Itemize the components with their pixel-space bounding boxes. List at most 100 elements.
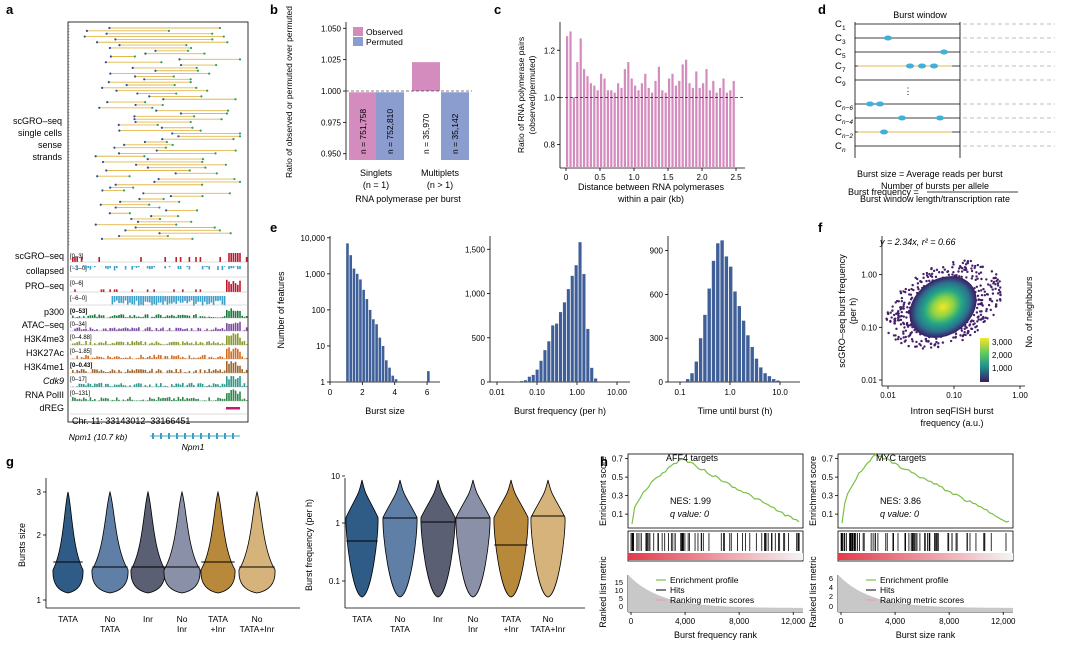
ratio-bar	[627, 62, 630, 168]
signal-bar	[155, 327, 158, 331]
signal-bar	[85, 340, 87, 345]
read-start	[105, 169, 108, 172]
signal-bar	[146, 289, 149, 292]
read-end	[201, 158, 205, 161]
signal-bar	[138, 327, 140, 331]
panel-label-d: d	[818, 2, 826, 17]
read-start	[148, 95, 151, 98]
signal-bar	[140, 369, 142, 373]
y-axis-label: Ratio of RNA polymerase pairs	[516, 37, 526, 153]
read-end	[132, 186, 135, 189]
read-end	[161, 103, 164, 107]
signal-bar	[149, 327, 151, 331]
signal-bar	[219, 343, 221, 345]
signal-bar	[219, 398, 221, 401]
signal-bar	[155, 356, 158, 359]
signal-bar	[168, 315, 171, 318]
gsea-legend: Enrichment profile	[880, 575, 949, 585]
dreg-mark	[226, 407, 240, 410]
burst-freq-numerator: Number of bursts per allele	[881, 181, 989, 191]
scatter-point	[959, 334, 962, 337]
ratio-bar	[674, 85, 678, 168]
scatter-point	[979, 271, 983, 274]
x-axis-label: Distance between RNA polymerases	[578, 182, 725, 192]
signal-bar	[164, 398, 166, 401]
signal-bar	[182, 329, 184, 331]
signal-bar	[129, 385, 131, 387]
read-start	[106, 101, 109, 104]
signal-bar	[149, 355, 151, 359]
ratio-bar	[617, 83, 620, 168]
scatter-point	[904, 287, 907, 291]
scatter-point	[973, 330, 977, 334]
signal-bar	[78, 316, 81, 318]
signal-bar	[164, 296, 166, 302]
signal-bar	[111, 296, 114, 305]
signal-bar	[223, 344, 226, 345]
signal-bar	[175, 341, 177, 345]
ratio-bar	[661, 90, 664, 168]
exon	[160, 433, 162, 439]
signal-bar	[234, 347, 237, 359]
colorbar	[980, 338, 989, 382]
signal-bar	[193, 371, 195, 373]
scatter-point	[996, 292, 1000, 295]
scatter-point	[891, 309, 894, 312]
signal-bar	[182, 314, 184, 318]
signal-bar	[239, 337, 241, 345]
signal-bar	[80, 368, 83, 373]
read-end	[189, 120, 192, 124]
signal-bar	[98, 383, 100, 387]
hist-bar	[729, 266, 733, 382]
hist-bar	[527, 376, 531, 382]
signal-bar	[223, 370, 226, 373]
signal-bar	[120, 383, 122, 387]
scatter-point	[980, 277, 983, 281]
read-end	[128, 175, 131, 178]
read-end	[148, 203, 151, 206]
signal-bar	[166, 386, 169, 387]
scatter-point	[990, 279, 993, 283]
violin	[493, 479, 529, 598]
signal-bar	[160, 328, 162, 331]
hist-bar	[543, 350, 547, 382]
hist-bar	[355, 273, 359, 382]
signal-bar	[94, 398, 96, 401]
hist-bar	[750, 346, 754, 382]
scatter-point	[976, 320, 979, 323]
signal-bar	[175, 257, 177, 262]
signal-bar	[226, 393, 228, 401]
signal-bar	[107, 398, 109, 401]
signal-bar	[204, 296, 206, 302]
x-tick: 6	[425, 388, 430, 397]
track-name: H3K27Ac	[26, 348, 65, 358]
signal-bar	[142, 357, 144, 359]
hist-bar	[698, 338, 703, 382]
signal-bar	[241, 341, 243, 345]
read-end	[238, 58, 242, 61]
signal-bar	[195, 257, 197, 262]
signal-bar	[219, 329, 221, 331]
signal-bar	[226, 323, 228, 331]
scatter-point	[986, 293, 990, 296]
exon	[216, 433, 218, 439]
signal-bar	[199, 369, 202, 373]
signal-bar	[199, 342, 202, 345]
signal-bar	[186, 266, 188, 268]
signal-bar	[124, 296, 127, 301]
scatter-point	[930, 272, 934, 276]
nes-value: NES: 1.99	[670, 496, 711, 506]
scatter-point	[905, 316, 908, 319]
signal-bar	[96, 383, 98, 387]
signal-bar	[162, 386, 164, 387]
signal-bar	[109, 327, 111, 331]
signal-bar	[215, 343, 217, 345]
signal-bar	[228, 323, 230, 331]
scatter-point	[922, 276, 925, 280]
coords: Chr. 11: 33143012–33166451	[72, 416, 190, 426]
scatter-point	[900, 314, 903, 318]
read-start	[96, 175, 99, 178]
signal-bar	[245, 327, 248, 331]
signal-bar	[204, 400, 206, 401]
signal-bar	[188, 296, 191, 302]
